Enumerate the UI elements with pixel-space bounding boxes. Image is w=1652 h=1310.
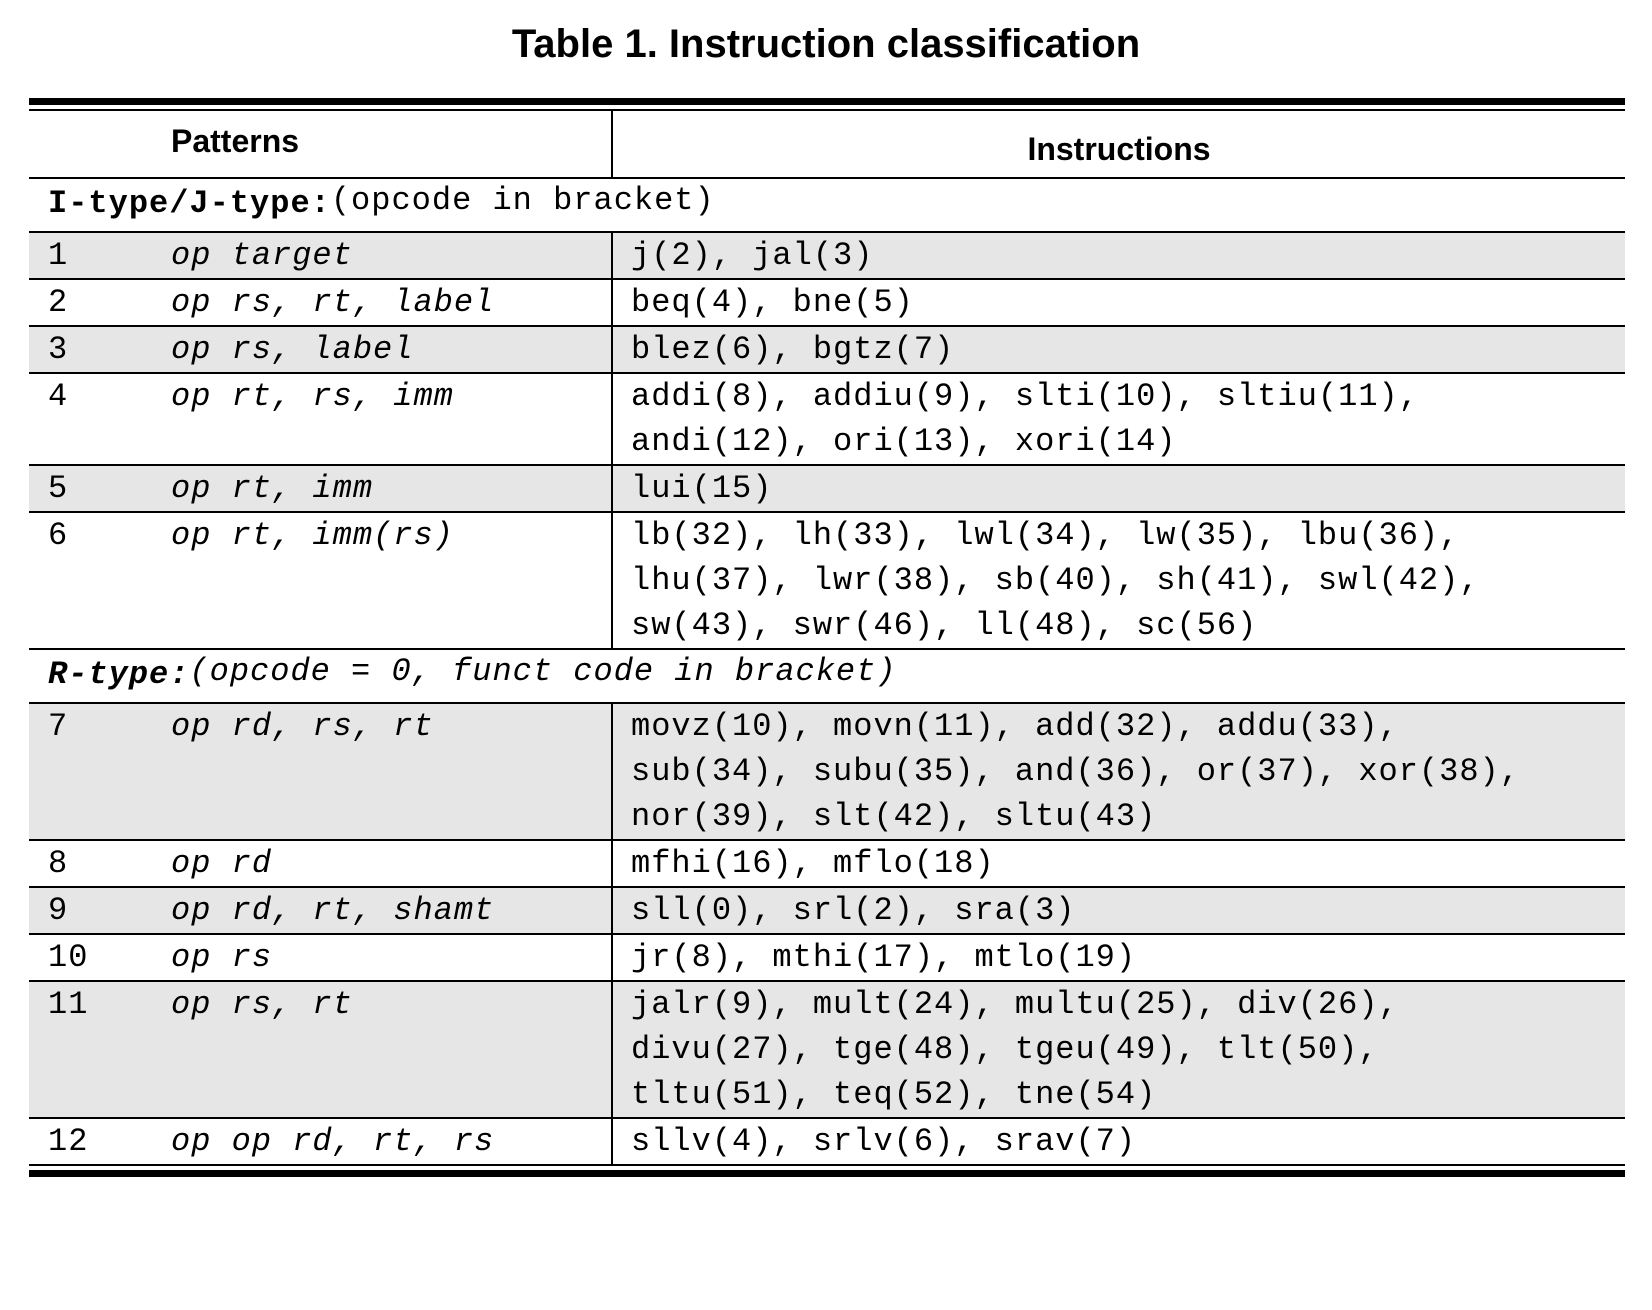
pattern-cell: 6 op rt, imm(rs) [29, 513, 613, 648]
row-number: 2 [48, 284, 69, 321]
instruction-line: sll(0), srl(2), sra(3) [631, 892, 1076, 929]
section-note: (opcode = 0, funct code in bracket) [189, 653, 897, 690]
pattern-cell: 9 op rd, rt, shamt [29, 888, 613, 933]
instruction-line: blez(6), bgtz(7) [631, 331, 955, 368]
instruction-line: jr(8), mthi(17), mtlo(19) [631, 939, 1137, 976]
row-number: 9 [48, 892, 69, 929]
row-number: 5 [48, 470, 69, 507]
table-row: 5 op rt, imm lui(15) [29, 464, 1625, 511]
bottom-rule-thin [29, 1164, 1625, 1166]
section-title: R-type: [48, 656, 190, 693]
instructions-cell: lui(15) [613, 466, 1625, 511]
instruction-line: lui(15) [631, 470, 773, 507]
pattern-cell: 11 op rs, rt [29, 982, 613, 1117]
instructions-cell: movz(10), movn(11), add(32), addu(33), su… [613, 704, 1625, 839]
instruction-line: lhu(37), lwr(38), sb(40), sh(41), swl(42… [631, 562, 1480, 599]
pattern-text: op rd, rs, rt [171, 708, 434, 745]
instruction-line: addi(8), addiu(9), slti(10), sltiu(11), [631, 378, 1419, 415]
instruction-line: sw(43), swr(46), ll(48), sc(56) [631, 607, 1258, 644]
pattern-cell: 8 op rd [29, 841, 613, 886]
instruction-line: jalr(9), mult(24), multu(25), div(26), [631, 986, 1399, 1023]
instructions-cell: lb(32), lh(33), lwl(34), lw(35), lbu(36)… [613, 513, 1625, 648]
row-number: 11 [48, 986, 89, 1023]
pattern-text: op op rd, rt, rs [171, 1123, 495, 1160]
pattern-cell: 7 op rd, rs, rt [29, 704, 613, 839]
row-number: 12 [48, 1123, 89, 1160]
instructions-cell: jalr(9), mult(24), multu(25), div(26), di… [613, 982, 1625, 1117]
table-row: 4 op rt, rs, imm addi(8), addiu(9), slti(1… [29, 372, 1625, 464]
pattern-text: op rt, imm [171, 470, 374, 507]
instructions-cell: blez(6), bgtz(7) [613, 327, 1625, 372]
pattern-cell: 4 op rt, rs, imm [29, 374, 613, 464]
row-number: 1 [48, 237, 69, 274]
table-row: 10 op rs jr(8), mthi(17), mtlo(19) [29, 933, 1625, 980]
instruction-line: nor(39), slt(42), sltu(43) [631, 798, 1157, 835]
pattern-cell: 2 op rs, rt, label [29, 280, 613, 325]
instruction-line: movz(10), movn(11), add(32), addu(33), [631, 708, 1399, 745]
section-header: R-type: (opcode = 0, funct code in bracke… [29, 648, 1625, 702]
pattern-text: op rd [171, 845, 273, 882]
instruction-line: andi(12), ori(13), xori(14) [631, 423, 1177, 460]
table-row: 8 op rd mfhi(16), mflo(18) [29, 839, 1625, 886]
pattern-text: op rs, rt [171, 986, 353, 1023]
instructions-cell: j(2), jal(3) [613, 233, 1625, 278]
instruction-line: sub(34), subu(35), and(36), or(37), xor(… [631, 753, 1520, 790]
pattern-text: op rt, imm(rs) [171, 517, 454, 554]
instructions-cell: addi(8), addiu(9), slti(10), sltiu(11), a… [613, 374, 1625, 464]
row-number: 7 [48, 708, 69, 745]
top-rule-thick [29, 98, 1625, 105]
pattern-cell: 10 op rs [29, 935, 613, 980]
section-note: (opcode in bracket) [330, 182, 715, 219]
instructions-cell: sllv(4), srlv(6), srav(7) [613, 1119, 1625, 1164]
instruction-line: mfhi(16), mflo(18) [631, 845, 995, 882]
pattern-text: op rs, rt, label [171, 284, 495, 321]
pattern-cell: 12 op op rd, rt, rs [29, 1119, 613, 1164]
pattern-cell: 5 op rt, imm [29, 466, 613, 511]
instructions-cell: sll(0), srl(2), sra(3) [613, 888, 1625, 933]
table-body: I-type/J-type: (opcode in bracket) 1 op tar… [29, 177, 1625, 1164]
instruction-line: lb(32), lh(33), lwl(34), lw(35), lbu(36)… [631, 517, 1460, 554]
bottom-rule-thick [29, 1170, 1625, 1177]
instructions-cell: beq(4), bne(5) [613, 280, 1625, 325]
instruction-line: sllv(4), srlv(6), srav(7) [631, 1123, 1137, 1160]
pattern-text: op rs [171, 939, 273, 976]
table-row: 3 op rs, label blez(6), bgtz(7) [29, 325, 1625, 372]
pattern-text: op rs, label [171, 331, 414, 368]
section-title: I-type/J-type: [48, 185, 331, 222]
row-number: 4 [48, 378, 69, 415]
instruction-line: j(2), jal(3) [631, 237, 874, 274]
table-row: 9 op rd, rt, shamt sll(0), srl(2), sra(3) [29, 886, 1625, 933]
top-rule-thin [29, 109, 1625, 111]
instructions-cell: mfhi(16), mflo(18) [613, 841, 1625, 886]
table-caption: Table 1. Instruction classification [511, 22, 1141, 66]
instruction-line: beq(4), bne(5) [631, 284, 914, 321]
pattern-cell: 1 op target [29, 233, 613, 278]
instruction-table: Patterns Instructions I-type/J-type: (opc… [29, 98, 1625, 1177]
instruction-line: divu(27), tge(48), tgeu(49), tlt(50), [631, 1031, 1379, 1068]
instructions-header: Instructions [1027, 131, 1211, 167]
row-number: 10 [48, 939, 89, 976]
table-row: 11 op rs, rt jalr(9), mult(24), multu(25),… [29, 980, 1625, 1117]
table-row: 2 op rs, rt, label beq(4), bne(5) [29, 278, 1625, 325]
patterns-header: Patterns [171, 123, 300, 159]
pattern-text: op rd, rt, shamt [171, 892, 495, 929]
row-number: 6 [48, 517, 69, 554]
row-number: 8 [48, 845, 69, 882]
section-header: I-type/J-type: (opcode in bracket) [29, 177, 1625, 231]
pattern-cell: 3 op rs, label [29, 327, 613, 372]
table-row: 7 op rd, rs, rt movz(10), movn(11), add(32… [29, 702, 1625, 839]
header-row: Patterns Instructions [29, 111, 1625, 177]
instructions-cell: jr(8), mthi(17), mtlo(19) [613, 935, 1625, 980]
table-row: 6 op rt, imm(rs) lb(32), lh(33), lwl(34), … [29, 511, 1625, 648]
pattern-text: op rt, rs, imm [171, 378, 454, 415]
pattern-text: op target [171, 237, 353, 274]
table-row: 12 op op rd, rt, rs sllv(4), srlv(6), srav… [29, 1117, 1625, 1164]
instruction-line: tltu(51), teq(52), tne(54) [631, 1076, 1157, 1113]
row-number: 3 [48, 331, 69, 368]
table-row: 1 op target j(2), jal(3) [29, 231, 1625, 278]
